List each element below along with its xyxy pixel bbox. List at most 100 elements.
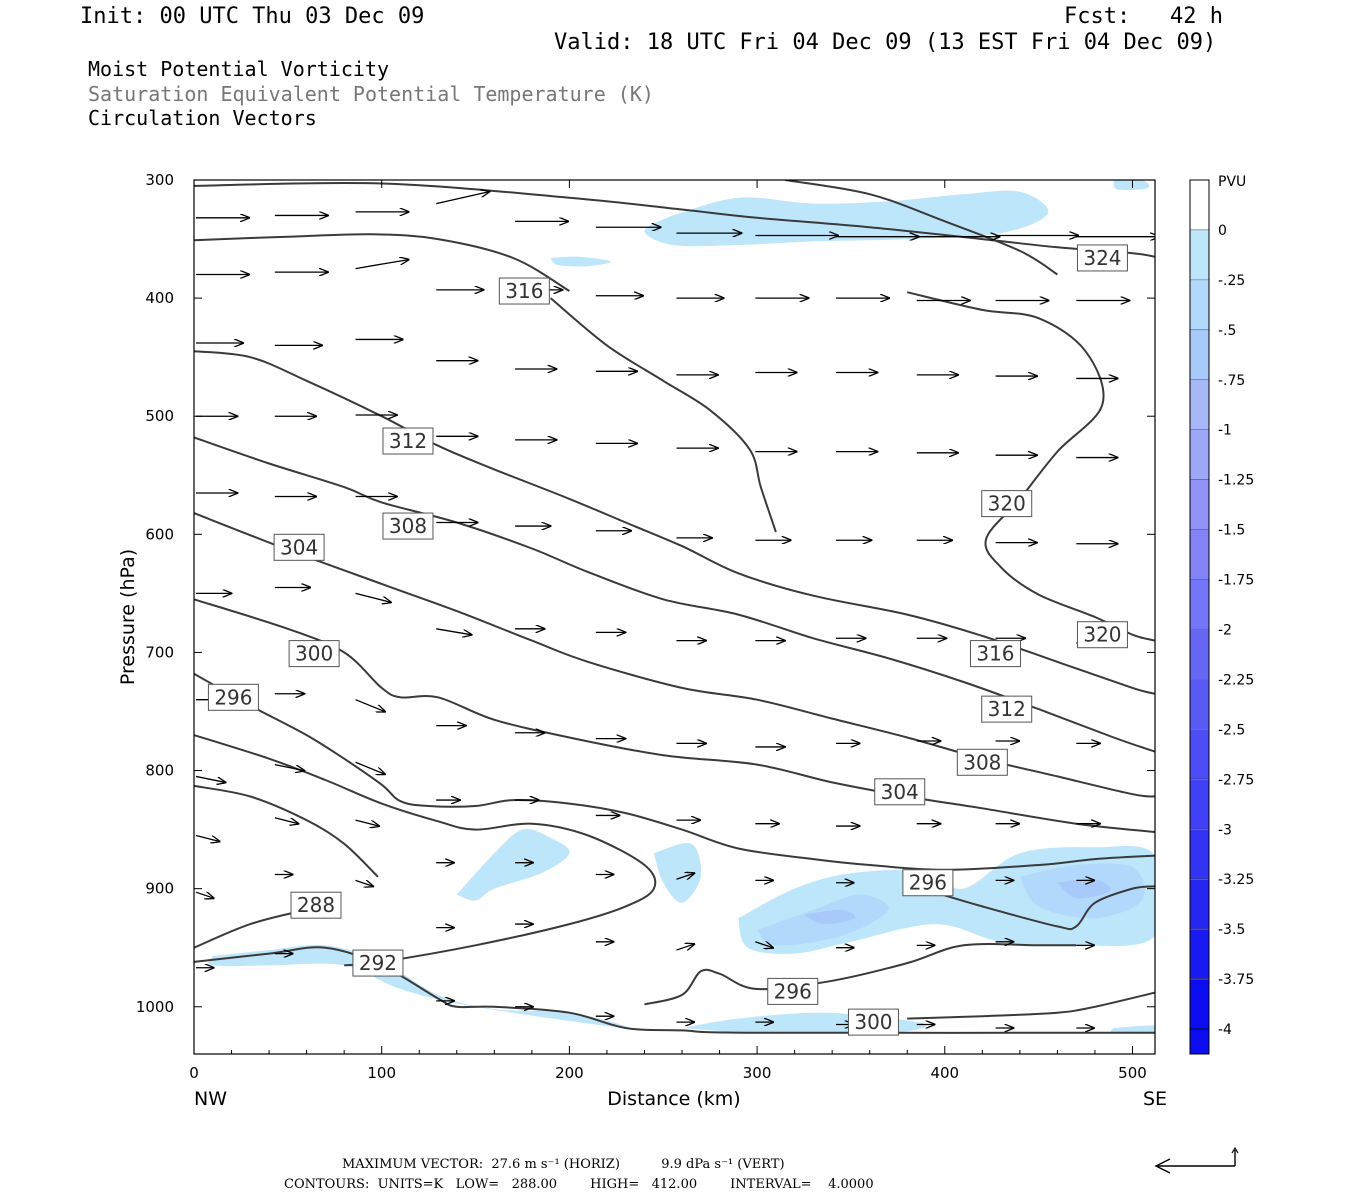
max-vector-note: MAXIMUM VECTOR: 27.6 m s⁻¹ (HORIZ) 9.9 d… [342, 1157, 785, 1172]
colorbar-swatch [1189, 429, 1210, 480]
circulation-vector [355, 880, 374, 886]
colorbar-swatch [1189, 229, 1210, 281]
colorbar-label: -1.25 [1218, 473, 1254, 489]
y-tick-label: 1000 [136, 998, 174, 1016]
theta-e-contour-300 [907, 991, 1155, 1020]
contour-label: 320 [988, 492, 1026, 516]
theta-e-contour-308 [194, 512, 1155, 798]
pv-shading-region [550, 256, 611, 267]
circulation-vector [274, 817, 299, 824]
x-end-left-label: NW [194, 1088, 227, 1110]
circulation-vector [355, 592, 391, 602]
colorbar-label: -1.5 [1218, 523, 1245, 539]
theta-e-contour-320 [785, 180, 1058, 276]
contour-label: 316 [505, 279, 543, 303]
theta-e-contour-296 [194, 734, 657, 967]
colorbar-label: -3.5 [1218, 922, 1245, 938]
x-tick-label: 0 [189, 1064, 199, 1082]
circulation-vector [355, 819, 380, 826]
colorbar-label: -3 [1218, 822, 1232, 838]
colorbar-swatch [1189, 179, 1210, 231]
pv-shading-region [804, 909, 856, 925]
theta-e-contour-296 [644, 943, 1077, 1006]
contour-label: 304 [881, 780, 919, 804]
contour-label: 312 [389, 429, 427, 453]
x-axis-label: Distance (km) [607, 1088, 740, 1110]
circulation-vector [436, 628, 471, 635]
y-tick-label: 900 [145, 880, 174, 898]
colorbar-label: -1 [1218, 423, 1232, 439]
colorbar-swatch [1189, 928, 1210, 980]
colorbar-swatch [1189, 729, 1210, 780]
valid-time: Valid: 18 UTC Fri 04 Dec 09 (13 EST Fri … [554, 30, 1217, 55]
x-tick-label: 200 [555, 1064, 584, 1082]
colorbar-unit: PVU [1218, 174, 1246, 190]
circulation-vector [676, 873, 695, 879]
colorbar-label: -2.5 [1218, 722, 1245, 738]
x-tick-label: 500 [1118, 1064, 1147, 1082]
theta-e-contour-316 [549, 297, 777, 533]
field-title-thetae: Saturation Equivalent Potential Temperat… [88, 82, 654, 106]
colorbar-label: -.25 [1218, 273, 1245, 289]
contour-label-box [767, 977, 819, 1005]
circulation-vector [195, 892, 214, 898]
colorbar-swatch [1189, 279, 1210, 331]
contour-label-box [352, 949, 404, 977]
contour-label: 308 [963, 750, 1001, 774]
colorbar-label: -3.75 [1218, 972, 1254, 988]
colorbar-label: -1.75 [1218, 573, 1254, 589]
colorbar-swatch [1189, 529, 1210, 580]
colorbar-label: -2.75 [1218, 772, 1254, 788]
contour-label: 296 [214, 685, 252, 709]
theta-e-contour-320 [906, 291, 1155, 642]
y-tick-label: 600 [145, 525, 174, 543]
colorbar-swatch [1189, 978, 1210, 1055]
y-tick-label: 800 [145, 762, 174, 780]
contour-label-box [288, 640, 340, 668]
contour-label: 308 [389, 514, 427, 538]
x-tick-label: 300 [743, 1064, 772, 1082]
forecast-hour: Fcst: 42 h [1064, 4, 1223, 29]
contour-label: 288 [297, 893, 335, 917]
x-tick-label: 400 [930, 1064, 959, 1082]
contour-label-box [847, 1008, 899, 1036]
y-axis-label: Pressure (hPa) [117, 549, 139, 685]
colorbar-frame [1189, 179, 1210, 1055]
circulation-vector [436, 192, 489, 205]
contour-label: 320 [1083, 623, 1121, 647]
colorbar-swatch [1189, 629, 1210, 680]
colorbar-label: -4 [1218, 1022, 1232, 1038]
field-title-vectors: Circulation Vectors [88, 106, 317, 130]
init-time: Init: 00 UTC Thu 03 Dec 09 [80, 4, 425, 29]
circulation-vector [274, 763, 305, 771]
colorbar-swatch [1189, 779, 1210, 830]
circulation-vector [195, 775, 226, 782]
colorbar-swatch [1189, 878, 1210, 930]
field-title-mpv: Moist Potential Vorticity [88, 57, 390, 81]
colorbar-swatch [1189, 579, 1210, 630]
pv-shading-region [1110, 1025, 1155, 1034]
colorbar-label: 0 [1218, 223, 1227, 239]
contour-label: 292 [359, 951, 397, 975]
contour-label-box [1076, 621, 1128, 649]
pv-shading-region [456, 829, 570, 901]
y-tick-label: 300 [145, 171, 174, 189]
circulation-vector [755, 942, 773, 948]
plot-frame [193, 179, 1156, 1055]
theta-e-contour-324 [194, 233, 570, 292]
colorbar-swatch [1189, 379, 1210, 431]
y-tick-label: 400 [145, 289, 174, 307]
contour-label-box [273, 533, 325, 561]
y-tick-label: 700 [145, 643, 174, 661]
colorbar-label: -.75 [1218, 373, 1245, 389]
circulation-vector [355, 761, 386, 774]
contour-label: 296 [909, 871, 947, 895]
colorbar-label: -.5 [1218, 323, 1236, 339]
contour-label: 316 [976, 642, 1014, 666]
colorbar-label: -2 [1218, 622, 1232, 638]
contour-label-box [956, 748, 1008, 776]
contour-label: 324 [1083, 246, 1121, 270]
pv-shading-region [1113, 180, 1150, 191]
contour-info-note: CONTOURS: UNITS=K LOW= 288.00 HIGH= 412.… [284, 1177, 874, 1192]
